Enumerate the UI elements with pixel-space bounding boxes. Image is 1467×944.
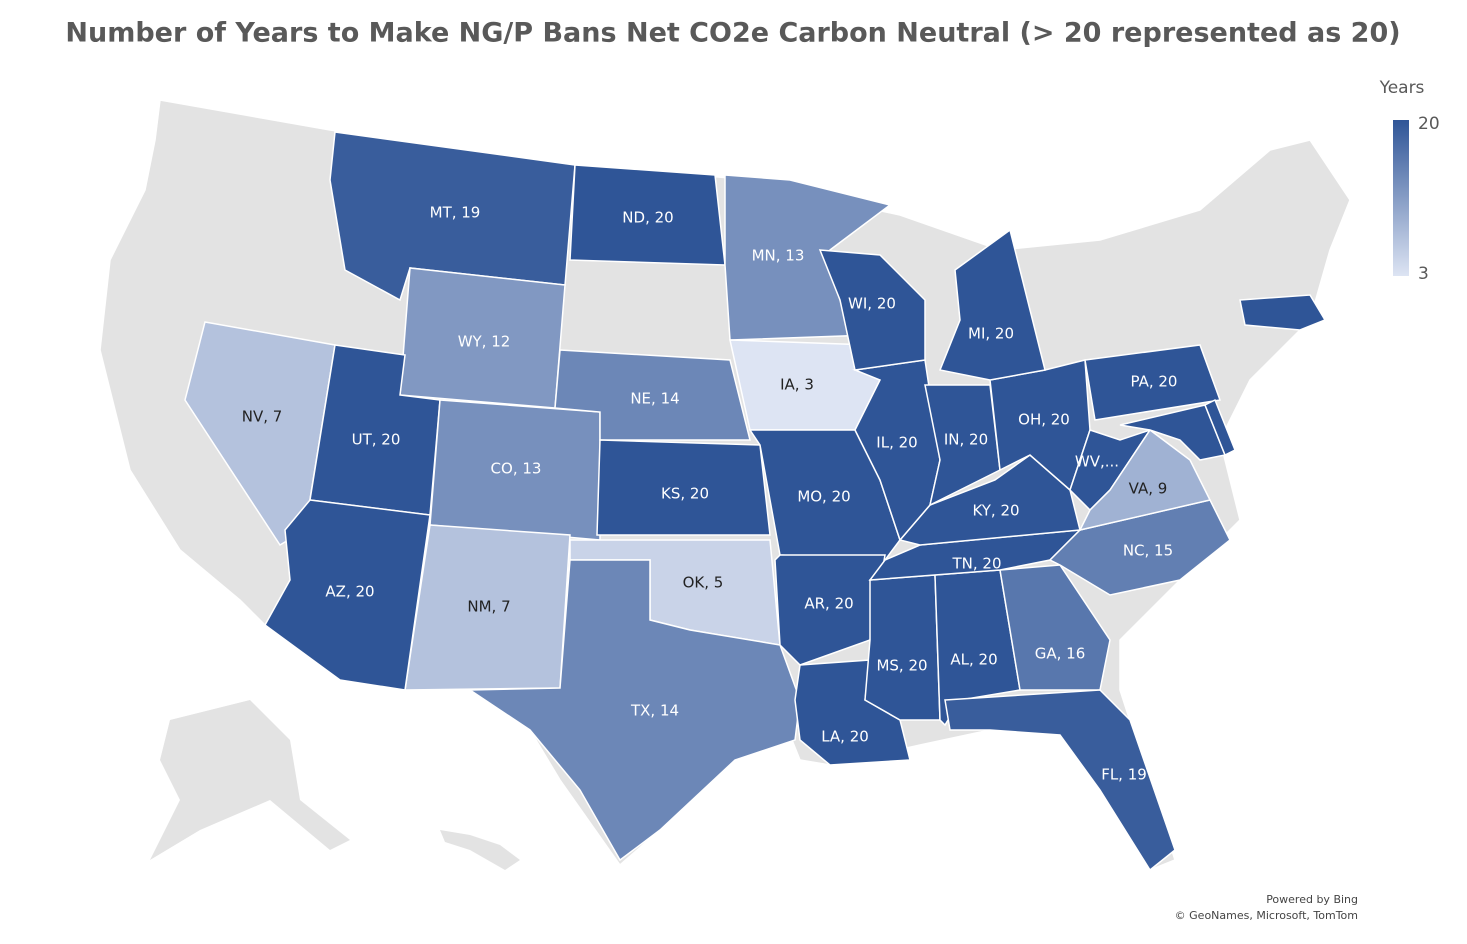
state-label: FL, 19 [1101,766,1147,784]
state-label: GA, 16 [1035,645,1086,663]
state [944,689,1176,872]
state-label: NE, 14 [630,390,679,408]
state-label: MS, 20 [876,657,927,675]
state [864,574,941,721]
legend-min: 3 [1418,264,1429,284]
state [1204,398,1236,457]
state [596,439,771,536]
state [264,499,431,691]
legend-title: Years [1379,78,1425,98]
state-label: AL, 20 [950,651,997,669]
state-label: WI, 20 [848,295,896,313]
state-label: TN, 20 [951,555,1001,573]
legend-max: 20 [1418,114,1440,134]
legend-gradient [1393,120,1409,276]
state-label: PA, 20 [1131,373,1178,391]
state-label: WV,... [1075,453,1119,471]
state [818,249,926,371]
state-label: IA, 3 [780,376,814,394]
state [999,564,1111,691]
state-label: NV, 7 [242,408,283,426]
state-label: AR, 20 [804,595,853,613]
credit: Powered by Bing [1266,893,1358,906]
state-label: TX, 14 [630,702,679,720]
state-label: AZ, 20 [325,583,374,601]
state-label: NM, 7 [467,598,510,616]
credit: © GeoNames, Microsoft, TomTom [1175,909,1358,922]
state-label: MT, 19 [430,204,481,222]
state [1084,344,1222,421]
state [467,559,801,862]
state-label: MI, 20 [968,325,1014,343]
state-label: ND, 20 [622,209,673,227]
state-label: KS, 20 [661,485,709,503]
chart-title: Number of Years to Make NG/P Bans Net CO… [65,18,1400,49]
state [1239,294,1327,331]
state-label: OH, 20 [1018,411,1070,429]
state-label: VA, 9 [1129,480,1168,498]
state-label: IL, 20 [876,434,917,452]
state-label: MN, 13 [752,247,805,265]
state-label: OK, 5 [683,574,724,592]
state-label: WY, 12 [458,333,511,351]
state-label: LA, 20 [821,728,869,746]
state-label: KY, 20 [972,502,1019,520]
alaska [150,700,350,860]
state [938,228,1046,381]
state [1078,428,1212,532]
state-label: IN, 20 [944,431,988,449]
states [184,131,1327,872]
state-label: MO, 20 [797,488,850,506]
state-label: CO, 13 [491,460,542,478]
state-labels: MT, 19 ND, 20 MN, 13 WY, 12 NV, 7 UT, 20 CO, 1… [242,204,1178,784]
state-label: UT, 20 [352,431,401,449]
hawaii [440,830,520,870]
state-label: NC, 15 [1123,542,1173,560]
